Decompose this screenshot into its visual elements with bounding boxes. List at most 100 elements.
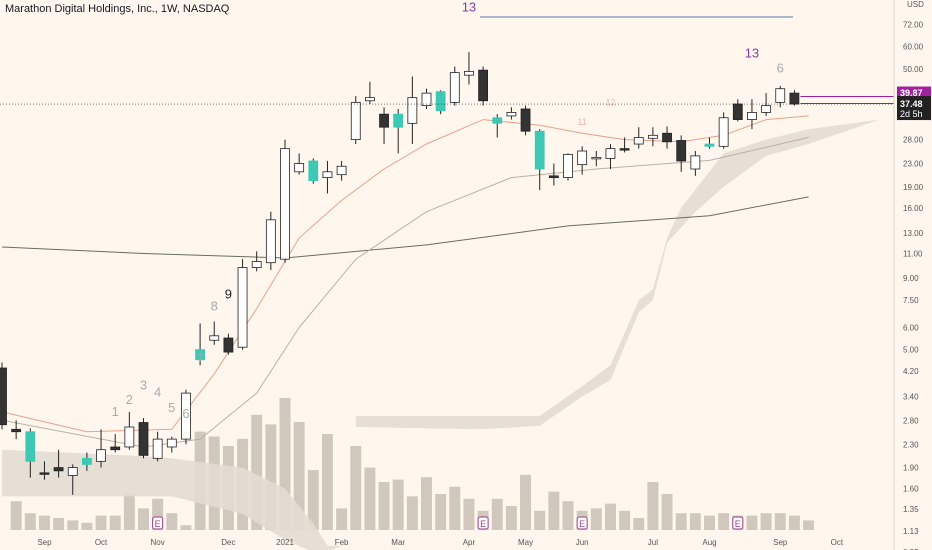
candle-body <box>350 101 361 141</box>
candle <box>478 66 489 106</box>
volume-bar <box>109 515 121 530</box>
y-tick-label: 9.00 <box>903 274 919 283</box>
volume-bar <box>774 513 786 530</box>
td-count-label: 4 <box>154 385 161 400</box>
candle-body <box>322 171 333 179</box>
price-tag-high-box <box>897 86 931 99</box>
volume-bar <box>505 506 517 530</box>
candle <box>704 137 715 149</box>
candle-body <box>534 130 545 170</box>
volume-bar <box>321 434 333 530</box>
volume-bar <box>138 508 149 530</box>
candle <box>563 153 573 181</box>
x-tick-label: Dec <box>221 538 235 547</box>
volume-bar <box>293 422 305 530</box>
volume-bar <box>746 515 758 530</box>
candle <box>435 90 446 115</box>
earnings-marker: E <box>576 516 588 530</box>
candle-body <box>336 165 347 176</box>
y-tick-label: 23.00 <box>903 160 924 169</box>
candle-body <box>308 160 319 182</box>
y-tick-label: 13.00 <box>903 229 924 238</box>
volume-bar <box>392 479 404 530</box>
candle <box>761 93 771 116</box>
candle-body <box>789 92 800 105</box>
td-count-label: 8 <box>211 298 218 313</box>
volume-bar <box>604 503 616 530</box>
candle <box>690 151 701 176</box>
candle <box>53 449 64 478</box>
ma-long-line <box>1 196 809 259</box>
volume-bar <box>803 520 815 530</box>
x-tick-label: Nov <box>151 538 165 547</box>
candle-body <box>39 472 50 475</box>
y-tick-label: 4.20 <box>903 367 919 376</box>
earnings-marker-label: E <box>735 519 741 529</box>
candle-body <box>548 175 559 179</box>
candle <box>619 137 630 153</box>
candle-body <box>11 428 22 433</box>
candle-body <box>265 219 276 264</box>
x-tick-label: Jun <box>576 538 589 547</box>
y-tick-label: 7.50 <box>903 296 919 305</box>
volume-bar <box>24 513 36 530</box>
volume-bar <box>364 467 376 530</box>
candle <box>449 66 460 106</box>
td-count-label: 6 <box>777 61 784 76</box>
td-count-label: 6 <box>182 406 189 421</box>
candle <box>747 99 757 130</box>
candle-body <box>478 69 489 102</box>
earnings-marker: E <box>477 516 489 530</box>
td-count-label: 9 <box>225 287 232 302</box>
candle <box>223 333 234 355</box>
candle <box>96 429 106 468</box>
candle-body <box>110 446 121 451</box>
candle-body <box>0 367 7 426</box>
candle <box>676 135 687 172</box>
candle-body <box>223 337 234 353</box>
volume-bar <box>180 525 192 530</box>
candle <box>280 139 290 263</box>
candle <box>393 108 404 154</box>
candle-body <box>605 148 616 159</box>
candle-body <box>732 103 743 120</box>
candle-body <box>82 457 92 465</box>
volume-bar <box>520 474 532 530</box>
volume-bar <box>406 496 418 530</box>
volume-bar <box>10 501 22 530</box>
x-axis: Sep Oct Nov Dec 2021 Feb Mar Apr May Jun Jul Aug Sep… <box>37 538 844 547</box>
y-axis-unit: USD <box>907 0 924 9</box>
candle-body <box>96 449 106 462</box>
x-tick-label: Sep <box>773 538 788 547</box>
td-count-label: 11 <box>577 117 586 127</box>
candle <box>718 112 729 149</box>
y-tick-label: 2.80 <box>903 416 919 425</box>
candle <box>633 127 644 149</box>
volume-bar <box>534 510 546 530</box>
candle <box>138 418 149 459</box>
candle-body <box>633 137 644 145</box>
candle <box>11 420 22 440</box>
candle-body <box>449 72 460 103</box>
candle-body <box>747 112 757 120</box>
candle <box>336 160 347 181</box>
price-tag-high: 39.87 <box>897 86 931 99</box>
candle-body <box>280 148 290 260</box>
candle-body <box>152 438 163 459</box>
volume-bar <box>562 501 574 530</box>
candle-body <box>690 155 701 170</box>
candle <box>322 160 333 194</box>
earnings-marker-label: E <box>155 519 161 529</box>
candle <box>251 251 262 272</box>
candle <box>152 431 163 462</box>
volume-bar <box>378 482 390 530</box>
x-tick-label: Mar <box>391 538 405 547</box>
volume-bar <box>675 513 687 530</box>
candle-body <box>294 163 305 173</box>
y-tick-label: 1.13 <box>903 527 919 536</box>
candle <box>464 52 474 85</box>
candle-body <box>648 134 658 139</box>
x-tick-label: 2021 <box>276 538 294 547</box>
